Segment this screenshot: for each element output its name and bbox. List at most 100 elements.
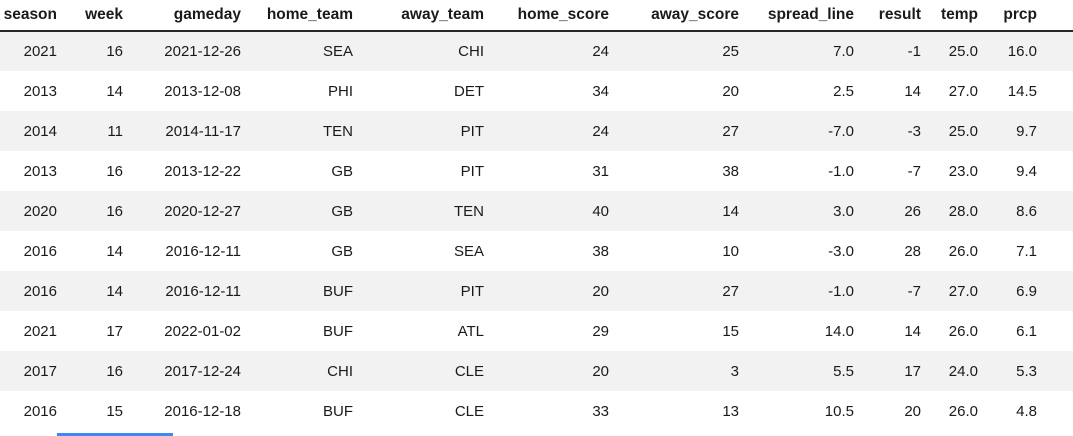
table-cell-spread_line: 5.5 (833, 362, 854, 380)
table-cell-temp: 27.0 (948, 282, 978, 300)
table-row: 2021 16 2021-12-26 SEA CHI 24 25 7.0 -1 25.0 16.0 (0, 31, 1073, 71)
table-cell-temp: 24.0 (948, 362, 978, 380)
table-row: 2016 14 2016-12-11 GB SEA 38 10 -3.0 28 26.0 7.1 (0, 231, 1073, 271)
table-cell-week: 16 (106, 202, 123, 220)
table-cell-home_team: TEN (323, 122, 353, 140)
table-cell-gameday: 2020-12-27 (164, 202, 241, 220)
column-header-result: result (863, 0, 930, 32)
table-cell-gameday: 2014-11-17 (165, 122, 241, 140)
table-cell-home_score: 40 (592, 202, 609, 220)
table-cell-result: -7 (907, 162, 921, 180)
table-cell-temp: 28.0 (948, 202, 978, 220)
table-cell-prcp: 9.7 (1016, 122, 1037, 140)
table-cell-away_score: 27 (722, 122, 739, 140)
table-cell-week: 16 (106, 43, 123, 60)
table-cell-result: 14 (904, 82, 921, 100)
table-cell-season: 2021 (23, 43, 57, 60)
table-cell-season: 2021 (23, 322, 57, 340)
table-cell-away_team: PIT (460, 122, 484, 140)
table-row: 2013 16 2013-12-22 GB PIT 31 38 -1.0 -7 23.0 9.4 (0, 151, 1073, 191)
header-row: season week gameday home_team away_team home_… (0, 0, 1073, 32)
table-cell-home_score: 24 (592, 43, 609, 60)
table-cell-spread_line: -1.0 (828, 282, 854, 300)
table-cell-away_score: 15 (722, 322, 739, 340)
table-body: 2021 16 2021-12-26 SEA CHI 24 25 7.0 -1 25.0 16.0 2… (0, 31, 1073, 431)
table-cell-week: 14 (106, 242, 123, 260)
table-cell-home_team: GB (331, 242, 353, 260)
table-cell-away_team: ATL (457, 322, 484, 340)
table-cell-prcp: 8.6 (1016, 202, 1037, 220)
table-cell-away_team: PIT (460, 282, 484, 300)
table-cell-temp: 26.0 (948, 242, 978, 260)
column-header-week: week (66, 0, 132, 32)
table-cell-season: 2014 (23, 122, 57, 140)
table-cell-away_score: 27 (722, 282, 739, 300)
table-cell-gameday: 2017-12-24 (164, 362, 241, 380)
table-cell-week: 17 (106, 322, 123, 340)
table-cell-result: 20 (904, 402, 921, 420)
column-header-temp: temp (930, 0, 987, 32)
table-cell-season: 2016 (23, 242, 57, 260)
table-cell-home_team: GB (331, 202, 353, 220)
bottom-selection-indicator (57, 433, 173, 436)
table-row: 2016 15 2016-12-18 BUF CLE 33 13 10.5 20 26.0 4.8 (0, 391, 1073, 431)
table-cell-result: -7 (907, 282, 921, 300)
table-cell-week: 14 (106, 82, 123, 100)
table-cell-home_team: BUF (323, 282, 353, 300)
table-cell-temp: 25.0 (948, 43, 978, 60)
table-cell-home_team: CHI (327, 362, 353, 380)
table-cell-week: 14 (106, 282, 123, 300)
table-cell-home_score: 31 (592, 162, 609, 180)
table-cell-season: 2016 (23, 402, 57, 420)
table-cell-prcp: 4.8 (1016, 402, 1037, 420)
table-cell-spread_line: 2.5 (833, 82, 854, 100)
table-cell-away_team: PIT (460, 162, 484, 180)
table-cell-season: 2020 (23, 202, 57, 220)
table-cell-spread_line: 7.0 (833, 43, 854, 60)
column-header-spread_line: spread_line (748, 0, 863, 32)
column-header-season: season (0, 0, 66, 32)
column-header-home_score: home_score (493, 0, 618, 32)
table-cell-away_team: CLE (454, 362, 484, 380)
table-cell-home_score: 29 (592, 322, 609, 340)
column-header-away_team: away_team (362, 0, 493, 32)
column-header-prcp: prcp (987, 0, 1073, 32)
table-cell-gameday: 2016-12-11 (165, 282, 241, 300)
table-cell-prcp: 9.4 (1016, 162, 1037, 180)
table-cell-home_team: BUF (323, 322, 353, 340)
table-cell-temp: 26.0 (948, 322, 978, 340)
table-row: 2016 14 2016-12-11 BUF PIT 20 27 -1.0 -7 27.0 6.9 (0, 271, 1073, 311)
table-cell-result: 28 (904, 242, 921, 260)
table-row: 2021 17 2022-01-02 BUF ATL 29 15 14.0 14 26.0 6.1 (0, 311, 1073, 351)
table-cell-home_score: 24 (592, 122, 609, 140)
table-cell-away_score: 20 (722, 82, 739, 100)
table-cell-prcp: 6.9 (1016, 282, 1037, 300)
table-cell-away_score: 13 (722, 402, 739, 420)
table-cell-week: 16 (106, 162, 123, 180)
table-cell-result: 17 (904, 362, 921, 380)
table-cell-week: 15 (106, 402, 123, 420)
table-cell-prcp: 7.1 (1016, 242, 1037, 260)
table-row: 2020 16 2020-12-27 GB TEN 40 14 3.0 26 28.0 8.6 (0, 191, 1073, 231)
table-cell-home_score: 20 (592, 282, 609, 300)
table-cell-result: -3 (907, 122, 921, 140)
table-cell-temp: 23.0 (948, 162, 978, 180)
table-cell-home_team: BUF (323, 402, 353, 420)
table-cell-temp: 26.0 (948, 402, 978, 420)
table-cell-spread_line: 10.5 (824, 402, 854, 420)
table-cell-away_score: 38 (722, 162, 739, 180)
table-cell-away_score: 3 (730, 362, 739, 380)
table-row: 2013 14 2013-12-08 PHI DET 34 20 2.5 14 27.0 14.5 (0, 71, 1073, 111)
table-cell-season: 2013 (23, 162, 57, 180)
column-header-gameday: gameday (132, 0, 250, 32)
table-cell-spread_line: -3.0 (828, 242, 854, 260)
table-cell-gameday: 2022-01-02 (164, 322, 241, 340)
table-cell-away_team: CLE (454, 402, 484, 420)
table-cell-home_score: 38 (592, 242, 609, 260)
table-cell-home_score: 33 (592, 402, 609, 420)
column-header-home_team: home_team (250, 0, 362, 32)
table-cell-away_score: 14 (722, 202, 739, 220)
table-cell-gameday: 2013-12-22 (164, 162, 241, 180)
table-cell-away_score: 10 (722, 242, 739, 260)
table-row: 2014 11 2014-11-17 TEN PIT 24 27 -7.0 -3 25.0 9.7 (0, 111, 1073, 151)
